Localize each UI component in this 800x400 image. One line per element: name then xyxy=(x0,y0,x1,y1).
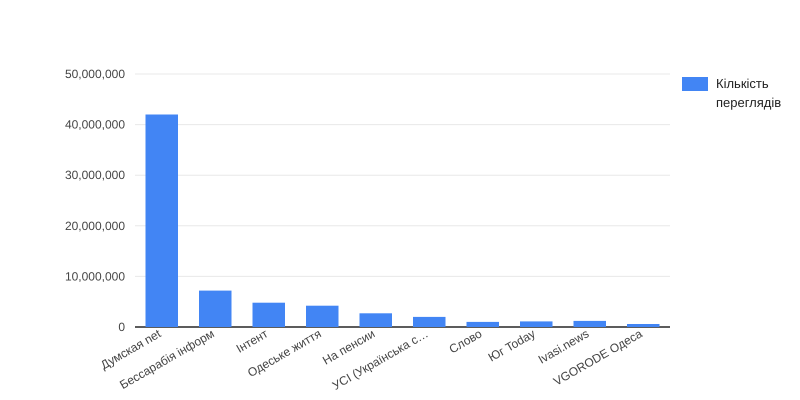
svg-text:40,000,000: 40,000,000 xyxy=(65,118,125,132)
svg-text:10,000,000: 10,000,000 xyxy=(65,269,125,283)
svg-text:50,000,000: 50,000,000 xyxy=(65,67,125,81)
svg-text:VGORODE Одеса: VGORODE Одеса xyxy=(551,326,645,388)
svg-text:переглядів: переглядів xyxy=(716,95,781,110)
svg-text:УСІ (Українська с…: УСІ (Українська с… xyxy=(330,326,431,392)
svg-text:Слово: Слово xyxy=(447,326,485,356)
svg-text:Бессарабія інформ: Бессарабія інформ xyxy=(117,326,216,391)
svg-text:Юг Today: Юг Today xyxy=(486,326,538,364)
svg-text:Кількість: Кількість xyxy=(716,76,769,91)
svg-text:20,000,000: 20,000,000 xyxy=(65,219,125,233)
svg-text:30,000,000: 30,000,000 xyxy=(65,168,125,182)
svg-text:0: 0 xyxy=(118,320,125,334)
svg-text:Інтент: Інтент xyxy=(234,326,271,355)
